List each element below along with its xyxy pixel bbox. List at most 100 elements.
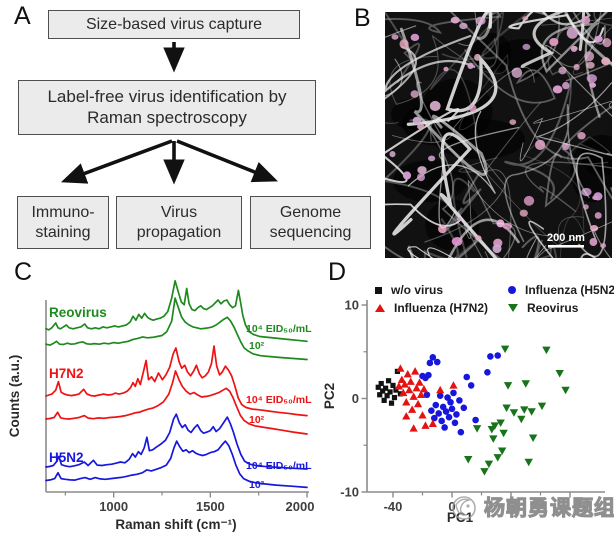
- flow-box-genome-sequencing: Genome sequencing: [250, 196, 371, 249]
- concentration-label: 10⁴ EID₅₀/mL: [246, 460, 312, 472]
- point-Reovirus: [502, 404, 511, 413]
- virus-particle: [502, 222, 513, 230]
- virus-particle: [600, 243, 606, 249]
- virus-particle: [492, 244, 502, 254]
- virus-particle: [391, 34, 399, 40]
- virus-particle: [469, 104, 477, 112]
- virus-particle: [535, 139, 546, 150]
- x-axis-title: Raman shift (cm⁻¹): [115, 517, 236, 532]
- point-Influenza (H7N2): [403, 369, 412, 378]
- x-tick-label: 1500: [196, 499, 225, 514]
- legend-item-no-virus: w/o virus: [375, 283, 488, 297]
- flow-box-virus-propagation: Virus propagation: [116, 196, 242, 249]
- virus-particle: [389, 151, 396, 158]
- point-Reovirus: [555, 369, 564, 378]
- point-Influenza (H5N2): [442, 408, 450, 415]
- sem-fiber: [544, 105, 612, 208]
- virus-particle: [602, 38, 612, 48]
- legend-label: Reovirus: [527, 301, 579, 315]
- panel-b-label: B: [354, 4, 371, 32]
- point-Influenza (H7N2): [406, 377, 415, 385]
- concentration-label: 10²: [249, 340, 265, 352]
- point-Reovirus: [561, 386, 570, 395]
- sem-fiber: [541, 12, 591, 26]
- scale-bar: [548, 245, 584, 248]
- point-Influenza (H5N2): [423, 391, 431, 399]
- point-Reovirus: [537, 402, 547, 411]
- virus-particle: [519, 209, 528, 217]
- panel-d-label: D: [328, 258, 347, 286]
- concentration-label: 10²: [249, 479, 265, 491]
- point-Influenza (H7N2): [418, 411, 427, 419]
- sem-fiber: [385, 12, 502, 34]
- raman-spectrum-Reovirus-high: [45, 279, 308, 343]
- sem-fiber: [458, 12, 477, 46]
- point-Reovirus: [524, 458, 533, 467]
- point-Influenza (H5N2): [435, 410, 443, 417]
- point-Influenza (H7N2): [394, 382, 403, 390]
- virus-particle: [570, 45, 578, 53]
- raman-spectrum-H7N2-high: [45, 345, 308, 417]
- point-Reovirus: [509, 409, 519, 417]
- flowchart-arrows: [60, 42, 279, 185]
- x-axis-title: PC1: [447, 510, 474, 525]
- point-Reovirus: [480, 468, 489, 476]
- point-Influenza (H5N2): [460, 404, 468, 412]
- virus-particle: [590, 225, 599, 232]
- virus-particle: [451, 237, 463, 246]
- sem-fiber: [423, 120, 501, 258]
- point-Reovirus: [493, 454, 502, 462]
- y-axis-title: PC2: [322, 383, 337, 409]
- sem-fiber: [547, 12, 612, 110]
- virus-particle: [549, 38, 559, 46]
- virus-particle: [573, 63, 580, 71]
- point-Influenza (H7N2): [409, 392, 418, 400]
- virus-particle: [511, 67, 523, 79]
- virus-particle: [474, 53, 481, 61]
- point-w/o virus: [380, 388, 386, 394]
- point-Influenza (H7N2): [396, 364, 405, 372]
- point-Influenza (H7N2): [415, 378, 424, 386]
- point-Influenza (H5N2): [425, 371, 432, 379]
- panel-a-label: A: [14, 2, 31, 30]
- triangle-down-marker-icon: [508, 304, 519, 312]
- point-Influenza (H5N2): [433, 358, 441, 366]
- raman-spectrum-H5N2-low: [45, 440, 308, 489]
- y-axis-title: Counts (a.u.): [7, 355, 22, 438]
- point-Influenza (H5N2): [445, 413, 453, 421]
- virus-particle: [443, 66, 449, 72]
- point-w/o virus: [375, 384, 381, 390]
- virus-particle: [475, 235, 482, 241]
- y-tick-label: 0: [352, 391, 359, 406]
- point-Influenza (H7N2): [402, 398, 411, 406]
- point-w/o virus: [393, 387, 399, 393]
- sem-fiber: [504, 75, 574, 200]
- point-Influenza (H7N2): [416, 390, 426, 398]
- pca-scatter-chart: -40 0 10 0 -10 PC1 PC2: [322, 298, 605, 525]
- point-Reovirus: [521, 380, 530, 388]
- virus-particle: [586, 74, 597, 83]
- point-w/o virus: [384, 393, 390, 399]
- virus-particle: [417, 123, 425, 130]
- point-Influenza (H5N2): [429, 354, 437, 361]
- circle-marker-icon: [508, 286, 517, 294]
- point-Reovirus: [503, 382, 513, 390]
- scale-bar-label: 200 nm: [547, 232, 585, 244]
- legend-label: w/o virus: [391, 283, 444, 297]
- y-tick-label: 10: [345, 298, 359, 313]
- y-tick-label: -10: [340, 485, 359, 500]
- sem-fiber: [457, 210, 489, 258]
- virus-particle: [589, 82, 596, 88]
- virus-particle: [438, 224, 447, 234]
- point-Reovirus: [489, 435, 498, 443]
- virus-particle: [402, 171, 412, 180]
- sem-fiber: [533, 12, 606, 45]
- point-Influenza (H7N2): [449, 381, 458, 389]
- point-Influenza (H7N2): [397, 375, 406, 383]
- point-w/o virus: [397, 391, 403, 397]
- x-tick-label: 0: [448, 499, 455, 514]
- virus-particle: [496, 219, 505, 228]
- point-Reovirus: [520, 406, 529, 414]
- point-Reovirus: [497, 447, 507, 456]
- point-w/o virus: [381, 397, 387, 403]
